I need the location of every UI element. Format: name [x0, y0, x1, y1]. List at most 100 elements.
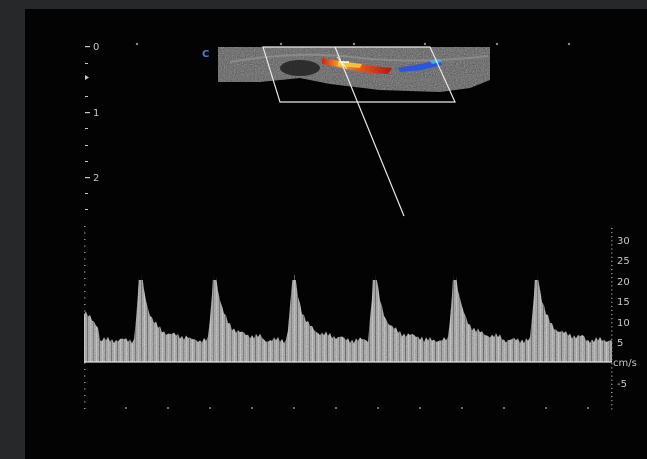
- spectrum-streak: [270, 275, 271, 362]
- right-tick: [611, 322, 613, 324]
- spectrum-streak: [393, 275, 394, 362]
- right-tick: [611, 252, 613, 254]
- spectrum-streak: [222, 275, 223, 362]
- spectrum-streak: [558, 275, 559, 362]
- left-tick: [84, 310, 86, 312]
- spectrum-streak: [606, 275, 607, 362]
- spectrum-streak: [120, 275, 121, 362]
- spectrum-streak: [276, 275, 277, 362]
- right-tick: [611, 305, 613, 307]
- spectrum-streak: [402, 275, 403, 362]
- spectrum-streak: [321, 275, 322, 362]
- right-tick: [611, 383, 613, 385]
- left-tick: [84, 265, 86, 266]
- spectrum-streak: [195, 275, 196, 362]
- right-tick: [611, 310, 613, 311]
- spectrum-streak: [609, 275, 610, 362]
- right-tick: [611, 264, 613, 266]
- spectrum-streak: [189, 275, 190, 362]
- spectrum-streak: [600, 275, 601, 362]
- left-tick: [84, 245, 86, 247]
- velocity-label-10: 10: [617, 318, 630, 329]
- right-tick: [611, 355, 613, 357]
- spectrum-streak: [366, 275, 367, 362]
- doppler-cursor-line: [334, 46, 405, 217]
- spectrum-streak: [180, 275, 181, 362]
- spectrum-streak: [162, 275, 163, 362]
- left-tick: [84, 382, 86, 383]
- spectrum-streak: [96, 275, 97, 362]
- depth-label-1: 1: [93, 108, 99, 119]
- spectrum-streak: [285, 275, 286, 362]
- left-tick: [84, 375, 86, 377]
- spectrum-streak: [267, 275, 268, 362]
- spectrum-streak: [396, 275, 397, 362]
- spectrum-streak: [465, 275, 466, 362]
- spectrum-streak: [570, 275, 571, 362]
- spectrum-streak: [300, 275, 301, 362]
- left-tick: [84, 388, 86, 390]
- spectrum-streak: [549, 275, 550, 362]
- velocity-label-neg5: -5: [617, 379, 627, 390]
- left-tick: [84, 297, 86, 299]
- spectrum-streak: [528, 275, 529, 362]
- spectrum-streak: [414, 275, 415, 362]
- spectrum-streak: [432, 275, 433, 362]
- spectrum-streak: [486, 275, 487, 362]
- right-tick: [611, 318, 613, 320]
- spectrum-streak: [219, 275, 220, 362]
- spectrum-streak: [141, 275, 142, 362]
- spectrum-streak: [573, 275, 574, 362]
- spectrum-streak: [282, 275, 283, 362]
- right-tick: [611, 346, 613, 348]
- spectrum-streak: [369, 275, 370, 362]
- spectrum-streak: [471, 275, 472, 362]
- spectrum-streak: [228, 275, 229, 362]
- spectrum-streak: [507, 275, 508, 362]
- right-tick: [611, 363, 613, 365]
- spectrum-streak: [186, 275, 187, 362]
- spectrum-streak: [564, 275, 565, 362]
- left-tick: [84, 291, 86, 292]
- spectrum-streak: [450, 275, 451, 362]
- spectrum-streak: [231, 275, 232, 362]
- spectrum-streak: [357, 275, 358, 362]
- left-tick: [84, 362, 86, 364]
- spectrum-streak: [360, 275, 361, 362]
- right-tick: [611, 375, 613, 377]
- spectrum-streak: [453, 275, 454, 362]
- spectrum-streak: [201, 275, 202, 362]
- spectrum-streak: [303, 275, 304, 362]
- spectrum-streak: [213, 275, 214, 362]
- spectrum-streak: [588, 275, 589, 362]
- spectrum-streak: [426, 275, 427, 362]
- right-tick: [611, 240, 613, 242]
- spectrum-streak: [261, 275, 262, 362]
- spectrum-streak: [408, 275, 409, 362]
- right-tick: [611, 232, 613, 234]
- right-tick: [611, 289, 613, 291]
- left-tick: [84, 252, 86, 253]
- spectrum-streak: [540, 275, 541, 362]
- spectrum-streak: [513, 275, 514, 362]
- spectrum-streak: [342, 275, 343, 362]
- spectrum-streak: [102, 275, 103, 362]
- left-tick: [84, 408, 86, 409]
- spectrum-streak: [333, 275, 334, 362]
- spectrum-streak: [330, 275, 331, 362]
- spectrum-streak: [345, 275, 346, 362]
- spectrum-streak: [84, 275, 85, 362]
- spectrum-streak: [207, 275, 208, 362]
- spectrum-streak: [552, 275, 553, 362]
- spectrum-streak: [474, 275, 475, 362]
- left-tick: [84, 284, 86, 286]
- right-tick: [611, 260, 613, 262]
- spectrum-streak: [312, 275, 313, 362]
- spectrum-streak: [381, 275, 382, 362]
- velocity-label-30: 30: [617, 236, 630, 247]
- spectrum-streak: [111, 275, 112, 362]
- right-tick: [611, 297, 613, 299]
- spectrum-streak: [498, 275, 499, 362]
- spectrum-streak: [501, 275, 502, 362]
